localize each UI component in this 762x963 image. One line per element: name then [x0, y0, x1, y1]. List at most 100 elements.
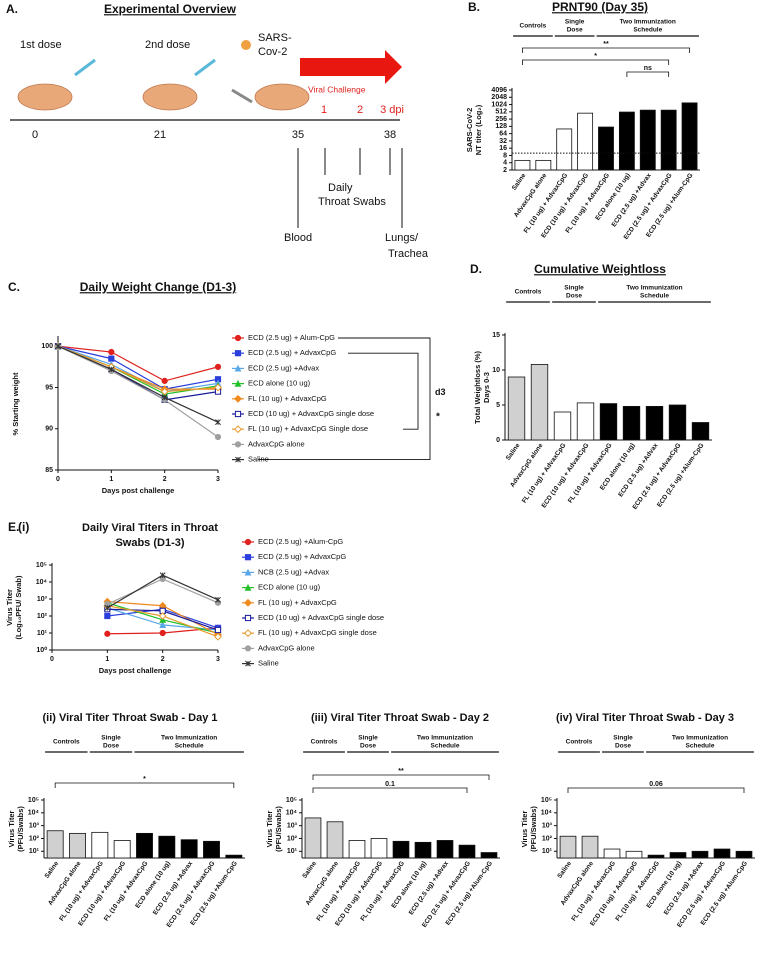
x-tick-label: FL (10 ug) + AdvaxCpG: [614, 860, 661, 922]
bar: [660, 109, 677, 171]
y-tick-label: 10¹: [287, 848, 298, 855]
legend-label: ECD (10 ug) + AdvaxCpG single dose: [258, 613, 384, 622]
significance-bracket: [312, 787, 468, 793]
chart-title: (ii) Viral Titer Throat Swab - Day 1: [42, 712, 217, 724]
bar: [113, 840, 131, 859]
group-label: Dose: [360, 743, 376, 750]
x-tick-label: FL (10 ug) + AdvaxCpG: [103, 860, 150, 922]
legend-label: FL (10 ug) + AdvaxCpG Single dose: [248, 424, 368, 433]
event-label: Lungs/: [385, 232, 419, 244]
bar: [669, 852, 687, 859]
y-tick-label: 10¹: [542, 848, 553, 855]
x-tick-label: FL (10 ug) + AdvaxCpG: [521, 442, 568, 504]
y-tick-label: 2: [503, 167, 507, 174]
chart-title: Cumulative Weightloss: [534, 262, 666, 276]
bar: [599, 403, 618, 441]
annotation: d3: [435, 387, 446, 397]
series-line: [107, 578, 219, 605]
significance-bracket: [54, 782, 235, 788]
group-label: Two Immunization: [161, 735, 217, 742]
chart-title: Daily Viral Titers in Throat: [82, 522, 218, 534]
y-tick-label: 10²: [37, 613, 48, 620]
bar: [598, 126, 614, 171]
marker: [234, 394, 242, 403]
marker: [234, 410, 242, 418]
significance-label: ns: [644, 65, 652, 72]
x-tick-label: ECD (2.5 ug) +Advax: [408, 860, 451, 917]
group-label: Schedule: [175, 743, 204, 750]
virus-label: SARS-: [258, 32, 292, 44]
group-label: Schedule: [633, 27, 662, 34]
bracket: [348, 352, 419, 430]
bar: [326, 821, 344, 859]
marker: [108, 355, 115, 362]
group-label: Dose: [615, 743, 631, 750]
panel-title: Experimental Overview: [104, 2, 237, 16]
y-tick-label: 10⁵: [36, 562, 47, 569]
y-tick-label: 64: [499, 130, 507, 137]
event-label: Blood: [284, 232, 312, 244]
x-tick-label: Saline: [556, 860, 573, 880]
legend-label: AdvaxCpG alone: [248, 439, 305, 448]
chart-title: Swabs (D1-3): [115, 537, 184, 549]
marker: [234, 350, 242, 357]
significance-label: *: [143, 776, 146, 783]
y-tick-label: 100: [41, 343, 53, 350]
legend-label: ECD (2.5 ug) +Alum-CpG: [258, 537, 343, 546]
series-line: [57, 345, 219, 390]
legend-label: ECD (2.5 ug) +Advax: [248, 363, 319, 372]
bar: [603, 848, 621, 859]
timeline-label: 21: [154, 129, 166, 141]
bar: [622, 405, 641, 441]
x-tick-label: 1: [109, 476, 113, 483]
series-line: [57, 345, 219, 393]
marker: [108, 348, 115, 356]
x-tick-label: Saline: [505, 442, 522, 462]
hamster-icon: [17, 83, 73, 111]
legend-label: FL (10 ug) + AdvaxCpG: [258, 598, 337, 607]
x-tick-label: FL (10 ug) + AdvaxCpG: [359, 860, 406, 922]
y-axis-label: Days 0-3: [482, 372, 491, 403]
legend-label: ECD (2.5 ug) + AdvaxCpG: [258, 552, 346, 561]
legend-label: ECD (10 ug) + AdvaxCpG single dose: [248, 409, 374, 418]
x-tick-label: 3: [216, 656, 220, 663]
group-label: Controls: [515, 289, 542, 296]
dpi-label: 3 dpi: [380, 104, 404, 116]
y-tick-label: 10⁰: [36, 646, 47, 654]
significance-bracket: [522, 47, 690, 53]
marker: [245, 660, 251, 667]
marker: [244, 538, 252, 546]
marker: [158, 612, 167, 620]
bar: [576, 402, 595, 441]
x-axis-label: Days post challenge: [102, 486, 175, 495]
group-label: Two Immunization: [417, 735, 473, 742]
marker: [108, 366, 115, 373]
bar: [618, 111, 635, 171]
bar: [691, 422, 710, 441]
bar: [46, 830, 64, 859]
y-tick-label: 10³: [29, 822, 40, 829]
bar: [647, 854, 665, 859]
y-tick-label: 16: [499, 145, 507, 152]
challenge-label: Viral Challenge: [308, 84, 366, 94]
y-axis-label: Virus Titer: [5, 589, 14, 626]
marker: [234, 425, 242, 434]
significance-bracket: [567, 787, 745, 793]
y-tick-label: 10: [492, 367, 500, 374]
bar: [180, 839, 198, 859]
x-tick-label: FL (10 ug) + AdvaxCpG: [315, 860, 362, 922]
x-tick-label: ECD (2.5 ug) +Advax: [152, 860, 195, 917]
chart-title: (iii) Viral Titer Throat Swab - Day 2: [311, 712, 489, 724]
group-label: Controls: [520, 23, 547, 30]
group-label: Two Immunization: [620, 19, 676, 26]
y-tick-label: 10⁵: [28, 797, 39, 804]
y-tick-label: 10¹: [37, 630, 48, 637]
y-axis-label: SARS-CoV-2: [465, 108, 474, 153]
annotation: *: [436, 412, 440, 423]
group-label: Single: [564, 285, 584, 292]
marker: [104, 612, 111, 620]
significance-label: **: [603, 41, 609, 48]
x-tick-label: FL (10 ug) + AdvaxCpG: [567, 442, 614, 504]
dose-label: 2nd dose: [145, 39, 190, 51]
marker: [104, 630, 111, 637]
